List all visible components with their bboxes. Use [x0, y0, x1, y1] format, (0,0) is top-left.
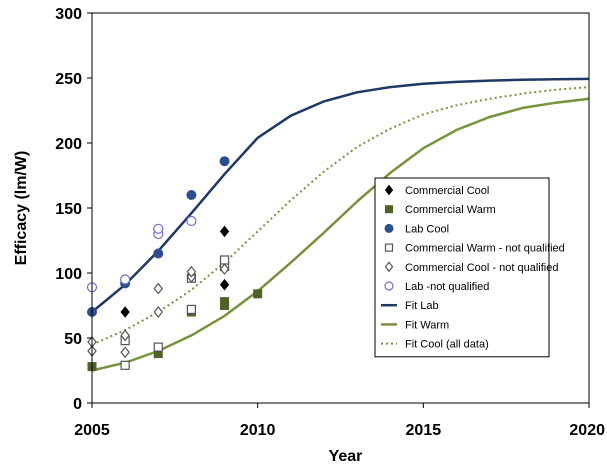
point-lab-cool	[186, 190, 197, 200]
x-tick-label: 2010	[240, 422, 276, 439]
legend-label: Commercial Cool - not qualified	[405, 262, 558, 274]
point-commercial-cool-not-qualified	[120, 346, 130, 359]
x-tick-label: 2005	[74, 422, 110, 439]
y-tick-label: 200	[55, 136, 82, 153]
x-tick-label: 2015	[406, 422, 442, 439]
legend-label: Commercial Cool	[405, 185, 489, 197]
legend-key-commercial-cool	[384, 184, 394, 196]
series-line-fit-warm	[91, 97, 590, 372]
series-line-fit-cool-all-data	[91, 86, 590, 346]
point-lab-cool	[153, 248, 164, 259]
x-tick-label: 2020	[569, 422, 605, 439]
point-commercial-cool	[120, 306, 130, 318]
y-axis-title: Efficacy (lm/W)	[13, 151, 30, 266]
point-commercial-warm	[253, 289, 263, 299]
point-lab-not-qualified	[153, 223, 164, 234]
point-commercial-cool-not-qualified	[120, 329, 130, 342]
legend: Commercial Cool Commercial Warm Lab Cool Co…	[374, 177, 565, 358]
point-commercial-warm-not-qualified	[120, 360, 130, 370]
legend-label: Fit Warm	[405, 319, 449, 331]
point-lab-not-qualified	[186, 215, 197, 227]
legend-label: Lab -not qualified	[405, 281, 489, 293]
plot-area	[86, 77, 590, 372]
y-tick-label: 300	[55, 6, 82, 23]
x-axis-title: Year	[329, 448, 363, 465]
y-tick-label: 50	[64, 331, 82, 348]
legend-key-commercial-warm-not-qualified	[384, 243, 394, 252]
point-commercial-cool-not-qualified	[153, 306, 164, 318]
point-commercial-cool	[219, 278, 230, 291]
y-tick-label: 0	[73, 396, 82, 413]
point-commercial-cool	[219, 225, 230, 238]
legend-label: Commercial Warm	[405, 204, 496, 216]
legend-key-commercial-cool-not-qualified	[384, 261, 394, 273]
point-commercial-cool-not-qualified	[186, 265, 197, 278]
legend-label: Fit Cool (all data)	[405, 339, 489, 351]
point-commercial-cool-not-qualified	[219, 263, 230, 276]
y-tick-label: 250	[55, 71, 82, 88]
legend-box	[374, 177, 550, 358]
point-commercial-warm-not-qualified	[219, 255, 230, 265]
y-tick-label: 100	[55, 266, 82, 283]
point-lab-cool	[219, 156, 230, 167]
legend-label: Commercial Warm - not qualified	[405, 243, 565, 255]
point-commercial-warm-not-qualified	[153, 342, 163, 352]
point-commercial-cool-not-qualified	[153, 282, 164, 295]
point-commercial-warm-not-qualified	[186, 304, 196, 314]
legend-key-commercial-warm	[385, 205, 393, 214]
legend-key-lab-cool	[384, 223, 394, 233]
legend-label: Fit Lab	[405, 300, 439, 312]
series-line-fit-lab	[91, 77, 590, 313]
legend-label: Lab Cool	[405, 223, 449, 235]
point-lab-not-qualified	[120, 274, 131, 285]
legend-key-lab-not-qualified	[384, 281, 394, 291]
y-tick-label: 150	[55, 201, 82, 218]
axes: 0 50 100 150 200 250 300 2005 2010 2015 2020	[55, 6, 605, 439]
point-commercial-warm	[220, 297, 230, 307]
